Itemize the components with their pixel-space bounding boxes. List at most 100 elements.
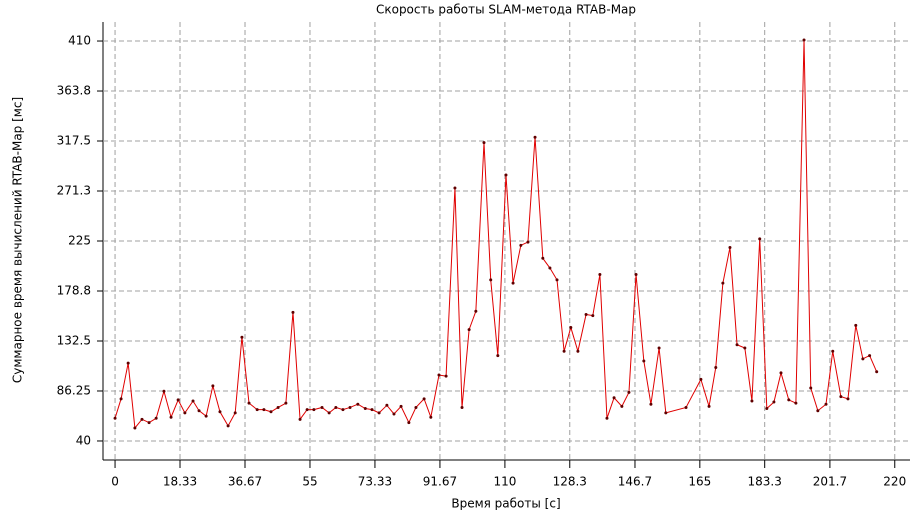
point [802,38,806,42]
point [162,389,166,393]
point [385,403,389,407]
y-tick-label: 410 [68,34,91,48]
point [519,243,523,247]
y-tick-label: 225 [68,234,91,248]
point [699,377,703,381]
point [758,237,762,241]
x-tick-label: 201.7 [813,475,847,489]
point [576,349,580,353]
point [684,405,688,409]
point [605,416,609,420]
y-tick-label: 178.8 [57,283,91,297]
y-tick-label: 271.3 [57,184,91,198]
point [533,135,537,139]
x-tick-label: 183.3 [748,475,782,489]
point [255,408,259,412]
point [269,410,273,414]
point [444,374,448,378]
point [262,408,266,412]
point [664,411,668,415]
point [809,386,813,390]
point [598,273,602,277]
point [584,313,588,317]
point [620,404,624,408]
x-tick-label: 91.67 [423,475,457,489]
point [176,398,180,402]
point [218,410,222,414]
point [548,266,552,270]
point [183,411,187,415]
point [363,407,367,411]
point [846,397,850,401]
point [341,408,345,412]
y-axis-label: Суммарное время вычислений RTAB-Map [мс] [11,97,25,383]
point [204,414,208,418]
point [541,256,545,260]
point [555,278,559,282]
point [356,402,360,406]
point [392,412,396,416]
point [649,402,653,406]
point [169,415,173,419]
point [140,417,144,421]
point [407,421,411,425]
point [298,417,302,421]
point [414,405,418,409]
y-tick-label: 363.8 [57,84,91,98]
point [562,349,566,353]
point [591,314,595,318]
x-tick-label: 220 [883,475,906,489]
point [839,395,843,399]
point [735,343,739,347]
x-tick-label: 18.33 [163,475,197,489]
point [787,398,791,402]
point [824,402,828,406]
point [348,405,352,409]
point [489,278,493,282]
point [133,426,137,430]
point [211,384,215,388]
point [504,173,508,177]
point [370,408,374,412]
point [247,401,251,405]
point [119,397,123,401]
y-tick-label: 317.5 [57,134,91,148]
point [474,309,478,313]
x-axis-label: Время работы [с] [451,497,560,511]
point [233,411,237,415]
y-tick-label: 132.5 [57,333,91,347]
point [320,405,324,409]
point [437,373,441,377]
point [816,409,820,413]
point [327,411,331,415]
x-tick-label: 73.33 [358,475,392,489]
point [422,397,426,401]
point [642,359,646,363]
point [765,407,769,411]
point [334,405,338,409]
point [197,409,201,413]
point [482,141,486,145]
point [453,186,457,190]
x-tick-label: 165 [688,475,711,489]
point [126,361,130,365]
point [291,310,295,314]
y-tick-label: 86.25 [57,383,91,397]
point [191,399,195,403]
point [460,405,464,409]
point [496,354,500,358]
point [377,411,381,415]
point [868,354,872,358]
point [627,390,631,394]
point [854,323,858,327]
point [154,416,158,420]
point [240,335,244,339]
point [743,346,747,350]
point [634,273,638,277]
point [526,240,530,244]
y-tick-label: 40 [76,433,91,447]
point [728,245,732,249]
point [707,404,711,408]
